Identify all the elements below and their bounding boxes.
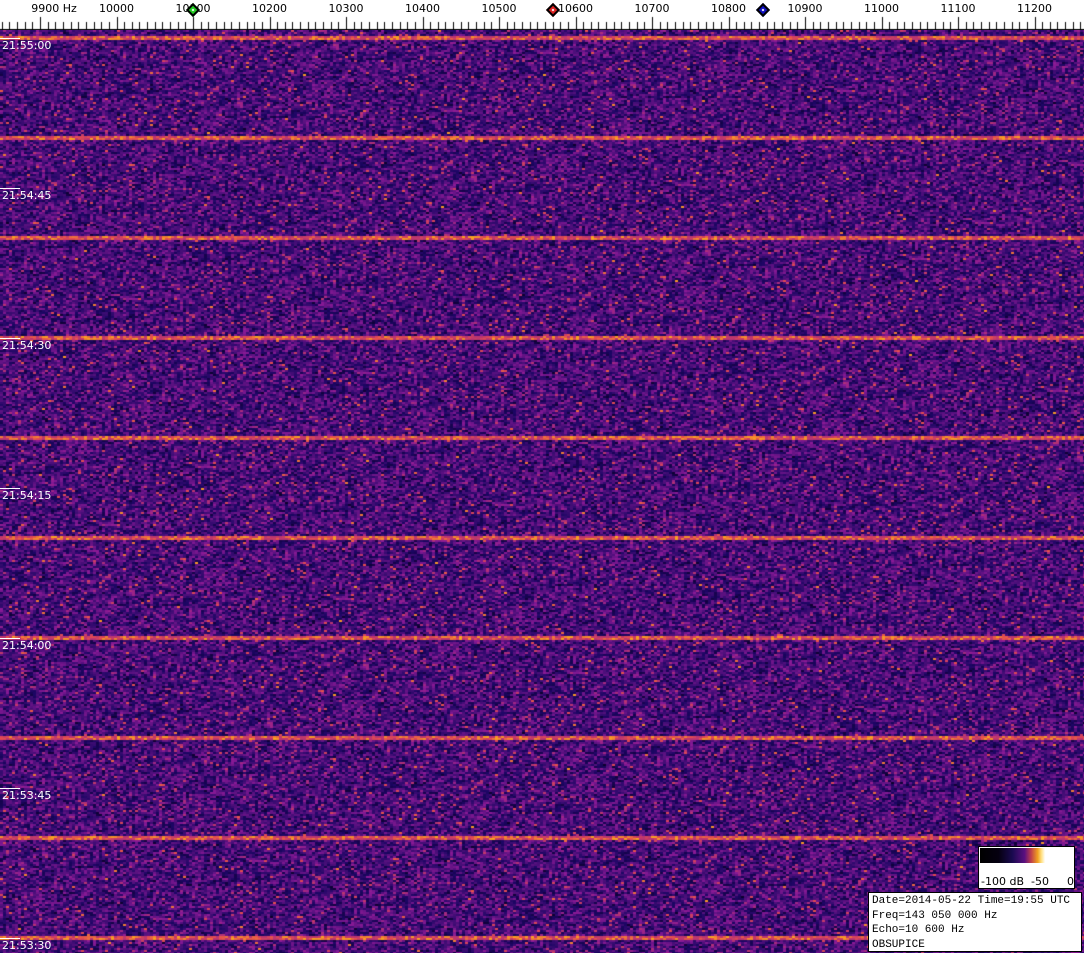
time-tick-label: 21:54:45: [2, 189, 52, 202]
time-tick: [0, 488, 20, 489]
color-gradient: [980, 848, 1073, 863]
frequency-ticks: [0, 0, 1084, 30]
color-label-mid: -50: [1031, 875, 1049, 888]
frequency-tick-label: 10300: [328, 2, 364, 15]
info-frequency: Freq=143 050 000 Hz: [872, 909, 998, 922]
time-tick-label: 21:55:00: [2, 39, 52, 52]
time-tick-label: 21:54:15: [2, 489, 52, 502]
frequency-tick-label: 10500: [481, 2, 517, 15]
color-label-min: -100 dB: [981, 875, 1024, 888]
info-box: Date=2014-05-22 Time=19:55 UTC Freq=143 …: [868, 892, 1082, 952]
frequency-tick-label: 10900: [787, 2, 823, 15]
color-scale-bar: -100 dB -50 0: [978, 846, 1075, 889]
time-tick-label: 21:53:30: [2, 939, 52, 952]
waterfall-spectrogram[interactable]: [0, 30, 1084, 953]
info-echo: Echo=10 600 Hz: [872, 924, 965, 936]
time-tick-label: 21:54:00: [2, 639, 52, 652]
time-tick-label: 21:54:30: [2, 339, 52, 352]
frequency-tick-label: 11000: [864, 2, 899, 15]
time-tick: [0, 38, 20, 39]
time-tick: [0, 788, 20, 789]
time-tick: [0, 338, 20, 339]
time-tick: [0, 638, 20, 639]
color-label-max: 0: [1067, 875, 1074, 888]
frequency-axis: 9900 Hz100001010010200103001040010500106…: [0, 0, 1084, 30]
frequency-tick-label: 10700: [634, 2, 670, 15]
frequency-tick-label: 10800: [711, 2, 746, 15]
frequency-tick-label: 11100: [940, 2, 976, 15]
frequency-tick-label: 10000: [99, 2, 134, 15]
frequency-tick-label: 10400: [405, 2, 440, 15]
info-date-time: Date=2014-05-22 Time=19:55 UTC: [872, 895, 1071, 907]
info-station: OBSUPICE: [872, 938, 925, 951]
frequency-tick-label: 11200: [1017, 2, 1052, 15]
frequency-tick-label: 10600: [558, 2, 593, 15]
time-tick: [0, 938, 20, 939]
frequency-tick-label: 10200: [252, 2, 287, 15]
time-tick: [0, 188, 20, 189]
time-tick-label: 21:53:45: [2, 789, 52, 802]
frequency-tick-label: 9900 Hz: [31, 2, 77, 15]
